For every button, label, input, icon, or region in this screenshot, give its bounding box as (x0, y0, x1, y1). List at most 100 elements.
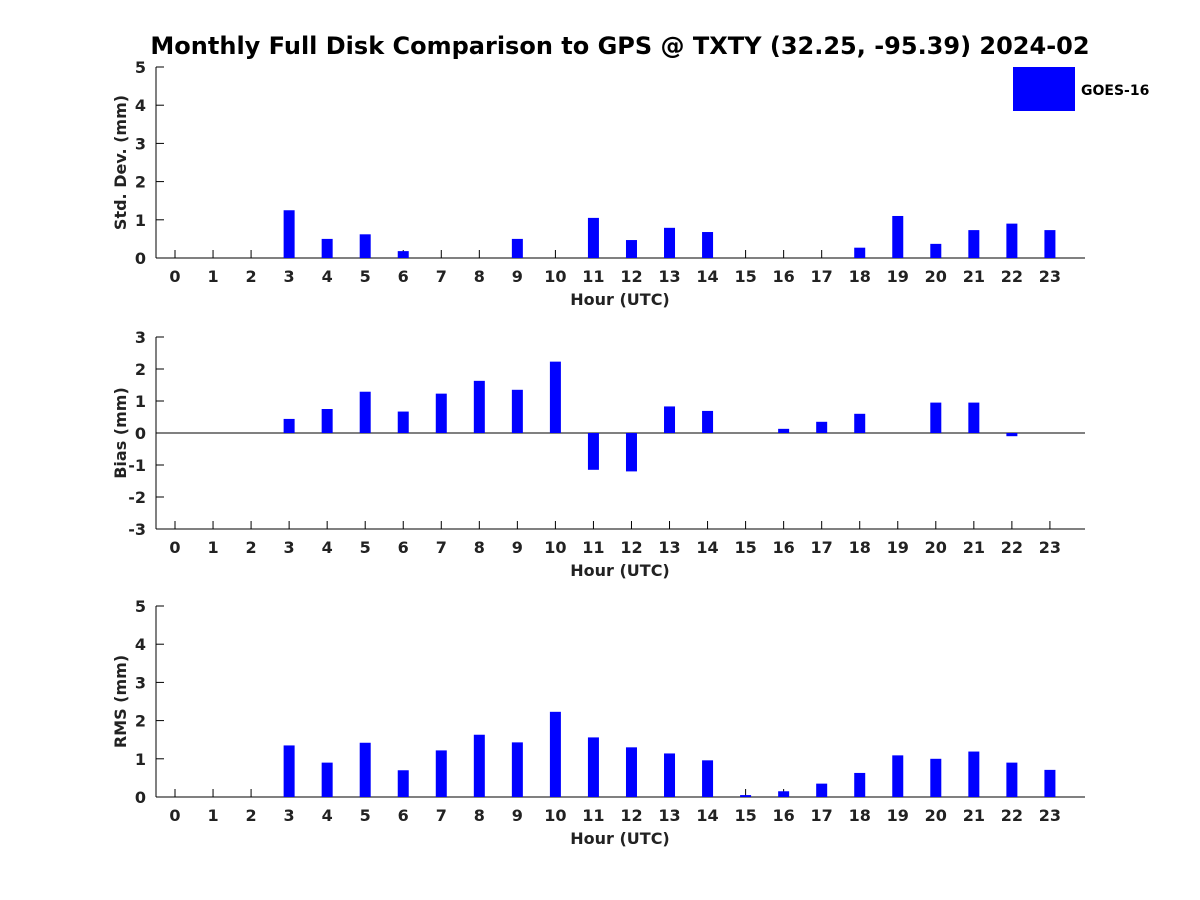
x-tick-label: 9 (512, 806, 523, 825)
x-tick-label: 20 (925, 538, 947, 557)
bar-hour-16 (778, 791, 790, 797)
bar-hour-13 (664, 227, 676, 258)
bar-hour-23 (1044, 769, 1056, 797)
bar-hour-18 (854, 772, 866, 797)
y-axis-label: Std. Dev. (mm) (111, 95, 130, 230)
x-tick-label: 8 (474, 806, 485, 825)
x-tick-label: 5 (360, 806, 371, 825)
x-tick-label: 13 (658, 806, 680, 825)
y-tick-label: 1 (135, 750, 146, 769)
x-tick-label: 11 (582, 538, 604, 557)
x-tick-label: 22 (1001, 538, 1023, 557)
y-tick-label: 0 (135, 424, 146, 443)
x-tick-label: 0 (169, 806, 180, 825)
x-tick-label: 19 (887, 806, 909, 825)
bar-hour-18 (854, 413, 866, 433)
legend-swatch (1013, 67, 1075, 111)
x-tick-label: 17 (811, 806, 833, 825)
x-tick-label: 2 (246, 806, 257, 825)
y-tick-label: -2 (128, 488, 146, 507)
x-tick-label: 9 (512, 267, 523, 286)
bar-hour-3 (283, 745, 295, 797)
bar-hour-4 (321, 409, 333, 433)
bar-hour-14 (702, 760, 714, 797)
x-tick-label: 5 (360, 267, 371, 286)
x-tick-label: 17 (811, 538, 833, 557)
bar-hour-20 (930, 402, 942, 433)
x-tick-label: 3 (284, 538, 295, 557)
x-tick-label: 21 (963, 806, 985, 825)
x-tick-label: 10 (544, 538, 566, 557)
bar-hour-5 (359, 742, 371, 797)
bar-hour-19 (892, 215, 904, 258)
y-tick-label: 3 (135, 134, 146, 153)
x-tick-label: 23 (1039, 538, 1061, 557)
x-tick-label: 14 (696, 538, 718, 557)
x-tick-label: 12 (620, 267, 642, 286)
x-tick-label: 12 (620, 538, 642, 557)
bar-hour-13 (664, 753, 676, 797)
x-tick-label: 6 (398, 806, 409, 825)
bar-hour-17 (816, 783, 828, 797)
bar-hour-10 (549, 361, 561, 433)
bar-hour-9 (511, 389, 523, 433)
x-tick-label: 8 (474, 538, 485, 557)
bar-hour-11 (587, 217, 599, 258)
bar-hour-4 (321, 238, 333, 258)
bar-hour-18 (854, 247, 866, 258)
x-tick-label: 10 (544, 267, 566, 286)
bar-hour-20 (930, 243, 942, 258)
x-tick-label: 15 (734, 806, 756, 825)
x-tick-label: 14 (696, 267, 718, 286)
bar-hour-22 (1006, 762, 1018, 797)
y-tick-label: 2 (135, 712, 146, 731)
x-axis-label: Hour (UTC) (570, 561, 670, 580)
bar-hour-14 (702, 232, 714, 258)
bar-hour-8 (473, 380, 485, 433)
x-tick-label: 4 (322, 806, 333, 825)
bar-hour-12 (625, 240, 637, 258)
x-tick-label: 14 (696, 806, 718, 825)
y-axis-label: Bias (mm) (111, 387, 130, 479)
bar-hour-16 (778, 428, 790, 433)
y-tick-label: 1 (135, 392, 146, 411)
bar-hour-21 (968, 402, 980, 433)
legend: GOES-16 (1013, 67, 1149, 111)
x-axis-label: Hour (UTC) (570, 829, 670, 848)
bar-hour-21 (968, 230, 980, 258)
x-tick-label: 20 (925, 806, 947, 825)
bar-hour-7 (435, 750, 447, 797)
x-tick-label: 23 (1039, 267, 1061, 286)
bar-hour-19 (892, 755, 904, 797)
x-tick-label: 21 (963, 267, 985, 286)
x-tick-label: 19 (887, 538, 909, 557)
x-tick-label: 16 (773, 538, 795, 557)
bar-hour-15 (740, 795, 752, 797)
bar-hour-10 (549, 711, 561, 797)
x-tick-label: 22 (1001, 267, 1023, 286)
x-tick-label: 2 (246, 538, 257, 557)
x-tick-label: 18 (849, 267, 871, 286)
bar-hour-6 (397, 251, 409, 258)
x-tick-label: 20 (925, 267, 947, 286)
x-tick-label: 18 (849, 806, 871, 825)
y-tick-label: 3 (135, 673, 146, 692)
legend-label: GOES-16 (1081, 83, 1149, 99)
bar-hour-23 (1044, 230, 1056, 258)
x-tick-label: 1 (207, 806, 218, 825)
bar-hour-13 (664, 406, 676, 433)
x-tick-label: 13 (658, 267, 680, 286)
x-tick-label: 10 (544, 806, 566, 825)
x-tick-label: 9 (512, 538, 523, 557)
bar-hour-21 (968, 751, 980, 797)
bar-hour-6 (397, 770, 409, 797)
bar-hour-12 (625, 433, 637, 472)
y-tick-label: 0 (135, 788, 146, 807)
x-tick-label: 19 (887, 267, 909, 286)
x-tick-label: 4 (322, 267, 333, 286)
